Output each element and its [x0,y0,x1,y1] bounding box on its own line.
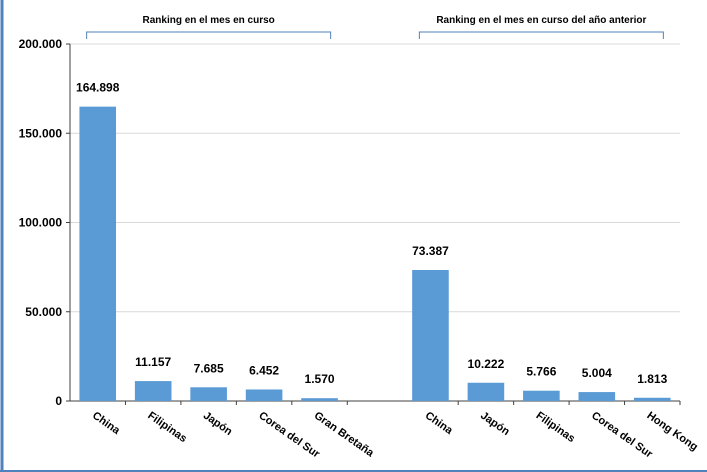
bar [79,106,117,401]
x-tick-label: Japón [201,410,235,439]
y-tick-label: 100.000 [19,216,63,230]
data-label: 7.685 [194,361,224,375]
bar [633,397,671,401]
x-tick-label: Japón [478,410,512,439]
x-tick-label: Filipinas [534,410,577,445]
y-tick-label: 50.000 [25,305,62,319]
bar [523,390,560,401]
data-label: 1.813 [637,372,667,386]
x-tick-label: Gran Bretaña [312,410,377,460]
bar [190,387,227,401]
bar [134,381,172,401]
bar [467,382,505,401]
group-bracket [86,31,332,39]
data-label: 5.766 [526,365,556,379]
y-tick-label: 0 [55,394,62,408]
y-tick-label: 150.000 [19,126,63,140]
data-label: 6.452 [249,363,279,377]
data-label: 1.570 [305,372,335,386]
x-tick-label: Hong Kong [645,410,700,454]
bar [301,398,338,401]
group-bracket [418,31,664,39]
bar [412,270,449,401]
data-label: 164.898 [76,81,120,95]
group-label: Ranking en el mes en curso [143,15,275,26]
data-label: 73.387 [412,244,449,258]
data-label: 10.222 [468,357,505,371]
data-label: 11.157 [135,355,171,369]
x-tick-label: China [423,410,456,438]
y-tick-label: 200.000 [19,37,63,51]
group-label: Ranking en el mes en curso del año anter… [436,15,646,26]
x-tick-label: Filipinas [145,410,188,445]
x-tick-label: China [90,410,123,438]
data-label: 5.004 [582,366,612,380]
bar [245,389,283,401]
bar [578,392,616,401]
